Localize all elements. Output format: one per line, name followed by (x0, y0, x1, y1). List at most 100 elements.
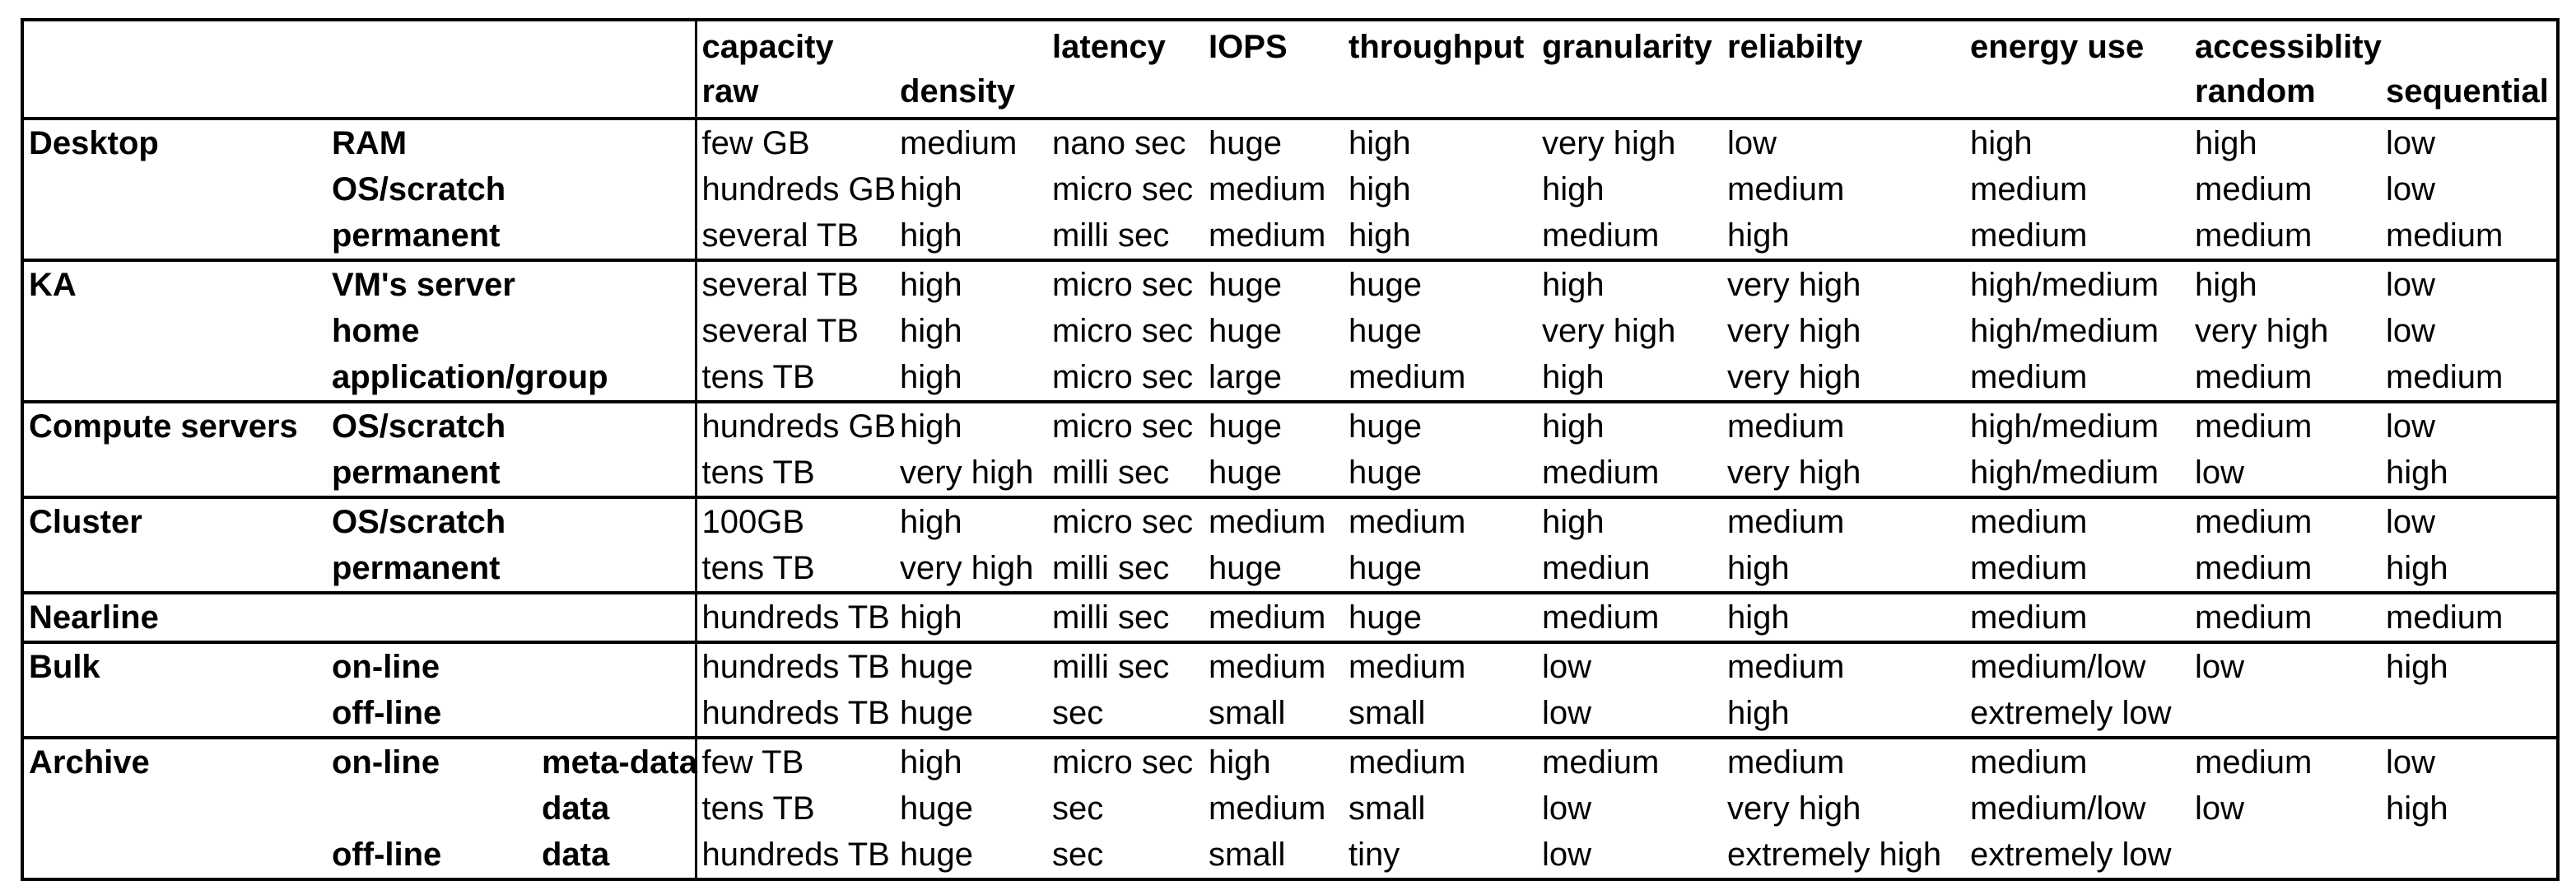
cell-capacity-raw: tens TB (694, 450, 896, 497)
cell-iops: medium (1204, 641, 1344, 690)
header-accessibility-random: accessiblity random (2190, 20, 2382, 120)
cell-energy-use: high/medium (1965, 259, 2191, 308)
cell-accessibility-sequential: low (2381, 736, 2559, 785)
cell-latency: micro sec (1047, 496, 1204, 545)
row-label-group (22, 212, 327, 260)
cell-reliability: medium (1722, 496, 1966, 545)
cell-energy-use: extremely low (1970, 694, 2172, 731)
header-line2 (1727, 69, 1965, 114)
cell-granularity: medium (1537, 736, 1723, 785)
table-row: off-line data hundreds TB huge sec small… (22, 832, 2558, 879)
cell-accessibility-random: low (2195, 790, 2245, 827)
cell-reliability: medium (1722, 641, 1966, 690)
cell-density: huge (895, 641, 1048, 690)
row-label-subsub (537, 591, 696, 642)
cell-latency: micro sec (1047, 400, 1204, 450)
cell-density: high (900, 170, 962, 207)
cell-accessibility-sequential: low (2386, 170, 2436, 207)
row-label-group: Nearline (22, 591, 327, 642)
table-row: Desktop RAM few GB medium nano sec huge … (22, 117, 2559, 166)
row-label-subsub (537, 212, 696, 260)
cell-density: high (900, 312, 962, 349)
row-label-sub: home (332, 312, 420, 349)
cell-latency: sec (1052, 790, 1104, 827)
cell-granularity: low (1542, 790, 1592, 827)
cell-energy-use: medium/low (1965, 641, 2191, 690)
cell-latency: micro sec (1052, 358, 1194, 395)
cell-accessibility-sequential (2381, 832, 2558, 879)
row-label-group: Bulk (22, 641, 327, 690)
cell-granularity: low (1542, 836, 1592, 873)
cell-accessibility-random: medium (2190, 591, 2382, 642)
row-label-subsub (537, 641, 696, 690)
cell-density: huge (900, 836, 974, 873)
cell-iops: huge (1204, 117, 1344, 166)
cell-granularity: very high (1537, 117, 1723, 166)
row-label-sub: OS/scratch (327, 496, 537, 545)
cell-capacity-raw: tens TB (694, 785, 896, 832)
table-row: permanent several TB high milli sec medi… (22, 212, 2558, 260)
cell-accessibility-random (2190, 690, 2381, 738)
cell-accessibility-random: low (2190, 641, 2382, 690)
group-ka: KA VM's server several TB high micro sec… (22, 259, 2559, 402)
header-corner-cell (22, 20, 696, 120)
header-reliability: reliabilty (1722, 20, 1966, 120)
header-iops: IOPS (1204, 20, 1344, 120)
cell-accessibility-sequential (2381, 690, 2558, 738)
header-line2 (1542, 69, 1722, 114)
row-label-sub: application/group (332, 358, 608, 395)
cell-capacity-raw: few TB (694, 736, 896, 785)
table-row: Cluster OS/scratch 100GB high micro sec … (22, 496, 2559, 545)
cell-throughput: huge (1344, 400, 1538, 450)
row-label-group (22, 785, 327, 832)
cell-granularity: mediun (1542, 549, 1651, 586)
cell-throughput: huge (1349, 549, 1423, 586)
cell-iops: medium (1204, 496, 1344, 545)
cell-throughput: high (1344, 117, 1538, 166)
table-row: data tens TB huge sec medium small low v… (22, 785, 2558, 832)
cell-iops: medium (1204, 591, 1344, 642)
cell-accessibility-random (2190, 832, 2381, 879)
cell-granularity: low (1542, 694, 1592, 731)
cell-accessibility-sequential: low (2381, 400, 2559, 450)
cell-energy-use: high/medium (1965, 400, 2191, 450)
cell-capacity-raw: hundreds GB (694, 400, 896, 450)
cell-latency: micro sec (1052, 312, 1194, 349)
cell-accessibility-random: medium (2190, 496, 2382, 545)
row-label-subsub (537, 450, 696, 497)
cell-accessibility-random: high (2190, 259, 2382, 308)
cell-iops: huge (1209, 312, 1283, 349)
header-line1: energy use (1970, 29, 2145, 65)
cell-iops: huge (1204, 400, 1344, 450)
cell-energy-use: extremely low (1970, 836, 2172, 873)
cell-granularity: very high (1542, 312, 1676, 349)
row-label-sub: permanent (332, 549, 501, 586)
cell-density: high (900, 358, 962, 395)
cell-energy-use: medium (1965, 736, 2191, 785)
row-label-subsub: data (542, 790, 610, 827)
cell-reliability: medium (1722, 736, 1966, 785)
header-latency: latency (1047, 20, 1204, 120)
header-line2: random (2195, 73, 2316, 110)
cell-density: huge (900, 694, 974, 731)
header-line2 (1349, 69, 1537, 114)
row-label-group: Compute servers (22, 400, 327, 450)
header-line2 (1970, 69, 2190, 114)
cell-reliability: medium (1727, 170, 1845, 207)
cell-reliability: very high (1727, 454, 1861, 491)
row-label-subsub (537, 259, 696, 308)
row-label-subsub (537, 496, 696, 545)
cell-throughput: medium (1344, 736, 1538, 785)
row-label-subsub (537, 400, 696, 450)
group-desktop: Desktop RAM few GB medium nano sec huge … (22, 117, 2559, 260)
cell-accessibility-sequential: high (2381, 641, 2559, 690)
cell-latency: micro sec (1047, 736, 1204, 785)
header-row: capacity raw density latency IOPS through… (22, 20, 2559, 120)
cell-latency: sec (1052, 836, 1104, 873)
cell-accessibility-random: high (2190, 117, 2382, 166)
cell-reliability: high (1722, 591, 1966, 642)
header-line1 (900, 25, 1047, 69)
cell-reliability: high (1727, 694, 1790, 731)
table-row: KA VM's server several TB high micro sec… (22, 259, 2559, 308)
cell-accessibility-random: medium (2195, 170, 2313, 207)
